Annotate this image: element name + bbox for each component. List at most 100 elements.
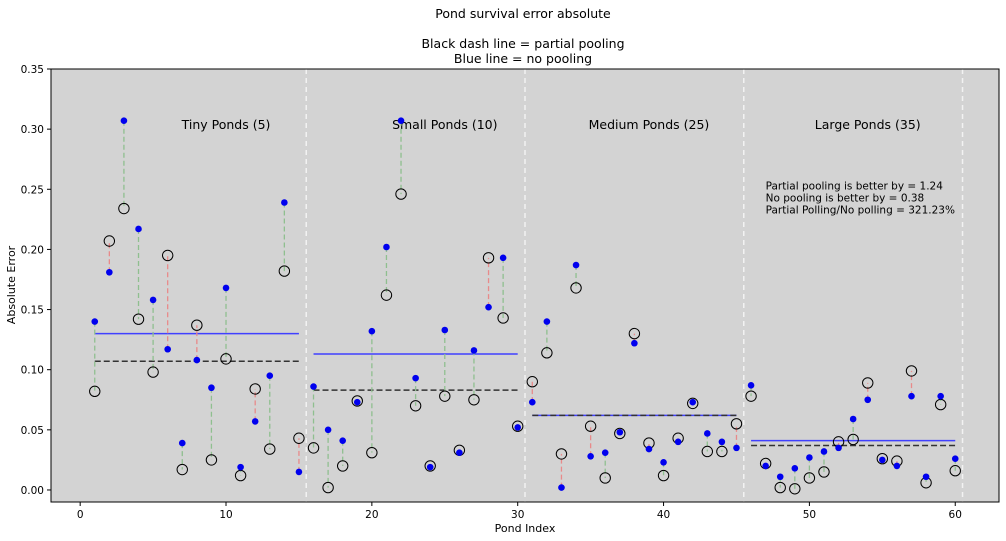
no-pooling-point (281, 199, 288, 206)
no-pooling-point (835, 444, 842, 452)
no-pooling-point (470, 347, 478, 354)
partial-pooling-point (555, 448, 568, 460)
partial-pooling-point (424, 460, 436, 472)
x-tick-label: 60 (949, 509, 962, 521)
chart-marks: Tiny Ponds (5) Small Ponds (10) Medium Pon… (89, 69, 964, 502)
no-pooling-point (689, 398, 697, 406)
partial-pooling-point (862, 377, 874, 389)
no-pooling-point (514, 424, 522, 431)
partial-pooling-point (380, 289, 393, 301)
partial-pooling-point (497, 312, 509, 324)
partial-pooling-point (351, 395, 363, 407)
no-pooling-point (543, 318, 551, 325)
no-pooling-point (106, 268, 113, 276)
partial-pooling-point (949, 465, 961, 477)
no-pooling-point (397, 117, 405, 125)
partial-pooling-point (687, 397, 699, 410)
no-pooling-point (776, 473, 784, 481)
no-pooling-point (937, 392, 944, 400)
no-pooling-point (951, 455, 959, 463)
title-line-4: Blue line = no pooling (454, 51, 592, 66)
chart-title: Pond survival error absolute Black dash … (421, 6, 624, 66)
title-line-3: Black dash line = partial pooling (421, 36, 624, 51)
partial-pooling-point (307, 442, 320, 454)
no-pooling-point (674, 438, 682, 446)
partial-pooling-point (132, 313, 145, 325)
y-tick-label: 0.20 (21, 244, 44, 256)
x-tick-label: 30 (511, 509, 524, 521)
no-pooling-point (310, 383, 317, 390)
no-pooling-point (893, 462, 901, 470)
partial-pooling-point (745, 390, 757, 402)
y-tick-label: 0.15 (21, 305, 44, 317)
partial-pooling-point (161, 249, 174, 262)
no-pooling-point (339, 437, 346, 444)
partial-pooling-point (599, 472, 611, 484)
y-tick-label: 0.30 (21, 124, 44, 136)
y-tick-label: 0.10 (21, 365, 44, 377)
partial-pooling-point (628, 327, 641, 340)
no-pooling-point (149, 296, 157, 304)
no-pooling-point (222, 284, 230, 292)
group-label: Small Ponds (10) (392, 117, 497, 132)
no-pooling-point (324, 426, 332, 434)
no-pooling-point (806, 454, 813, 461)
no-pooling-point (528, 398, 536, 406)
partial-pooling-point (220, 353, 232, 365)
partial-pooling-point (249, 383, 261, 395)
no-pooling-point (456, 449, 463, 456)
partial-pooling-point (147, 366, 159, 378)
partial-pooling-point (482, 252, 495, 264)
x-tick-label: 40 (657, 509, 670, 521)
x-tick-label: 10 (219, 509, 232, 521)
no-pooling-point (616, 428, 624, 436)
no-pooling-point (412, 374, 419, 382)
partial-pooling-point (409, 400, 422, 412)
group-label: Large Ponds (35) (815, 117, 921, 132)
no-pooling-point (879, 456, 886, 464)
partial-pooling-point (570, 282, 582, 294)
no-pooling-point (762, 462, 769, 470)
chart-axes: 0 10 20 30 40 50 60 0.00 0.05 0.10 0.15 0.20 0.25 0.3… (21, 64, 962, 521)
no-pooling-point (193, 356, 201, 364)
no-pooling-point (922, 473, 930, 481)
partial-pooling-point (293, 432, 305, 444)
partial-pooling-point (614, 427, 626, 440)
no-pooling-point (747, 382, 755, 389)
partial-pooling-point (512, 420, 524, 432)
no-pooling-point (368, 327, 376, 335)
no-pooling-point (208, 384, 215, 392)
partial-pooling-point (205, 454, 218, 466)
partial-pooling-point (395, 188, 407, 200)
annotation-line: Partial pooling is better by = 1.24 (766, 180, 944, 192)
no-pooling-point (266, 372, 274, 380)
no-pooling-point (718, 438, 726, 446)
no-pooling-point (178, 439, 186, 447)
y-tick-label: 0.00 (21, 485, 44, 497)
no-pooling-point (251, 418, 259, 425)
partial-pooling-point (264, 443, 276, 455)
partial-pooling-point (701, 445, 714, 458)
no-pooling-point (120, 117, 128, 125)
partial-pooling-point (366, 446, 378, 459)
no-pooling-point (849, 415, 857, 423)
no-pooling-point (353, 398, 361, 406)
y-axis-label: Absolute Error (5, 245, 18, 324)
no-pooling-point (733, 444, 740, 452)
no-pooling-point (791, 465, 799, 472)
y-tick-label: 0.05 (21, 425, 44, 437)
partial-pooling-point (657, 469, 670, 482)
partial-pooling-point (803, 472, 816, 484)
partial-pooling-point (847, 433, 859, 446)
no-pooling-point (660, 459, 667, 466)
no-pooling-point (864, 396, 872, 404)
plot-frame (50, 68, 1000, 503)
x-axis-label: Pond Index (495, 522, 556, 535)
partial-pooling-point (789, 483, 801, 495)
partial-pooling-point (905, 365, 918, 377)
no-pooling-point (91, 318, 99, 325)
partial-pooling-point (730, 418, 743, 430)
group-label: Medium Ponds (25) (589, 117, 710, 132)
partial-pooling-point (584, 420, 597, 432)
